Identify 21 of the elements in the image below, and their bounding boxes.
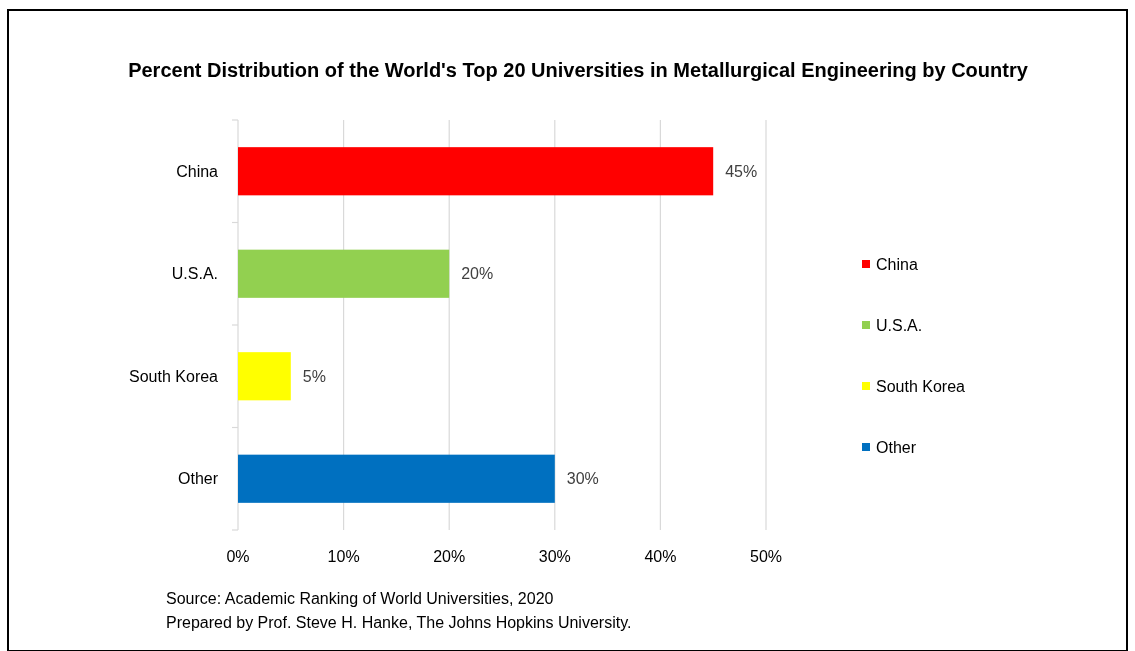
x-tick-label: 50% (749, 548, 783, 565)
legend-label: South Korea (876, 377, 966, 395)
x-tick-label: 30% (538, 548, 571, 565)
data-label: 45% (725, 162, 758, 180)
x-tick-label: 40% (644, 548, 677, 565)
legend-label: U.S.A. (876, 316, 923, 334)
data-label: 30% (566, 470, 599, 488)
x-tick-label: 10% (327, 548, 360, 565)
data-label: 5% (302, 367, 326, 385)
data-label: 20% (461, 265, 494, 283)
x-tick-label: 20% (433, 548, 466, 565)
x-tick-label: 0% (226, 548, 250, 565)
y-tick-label: China (176, 162, 219, 180)
y-tick-label: U.S.A. (171, 265, 218, 283)
legend-label: China (876, 255, 918, 273)
legend-label: Other (876, 438, 917, 456)
chart-title: Percent Distribution of the World's Top 20 Universities in Metallurgical Engineering by Country (128, 59, 1029, 81)
text: Prepared by Prof. Steve H. Hanke, The Johns Hopkins University. (166, 614, 632, 631)
y-tick-label: South Korea (129, 367, 219, 385)
source-note: Source: Academic Ranking of World Universities, 2020 (166, 590, 554, 607)
y-tick-label: Other (177, 470, 219, 488)
